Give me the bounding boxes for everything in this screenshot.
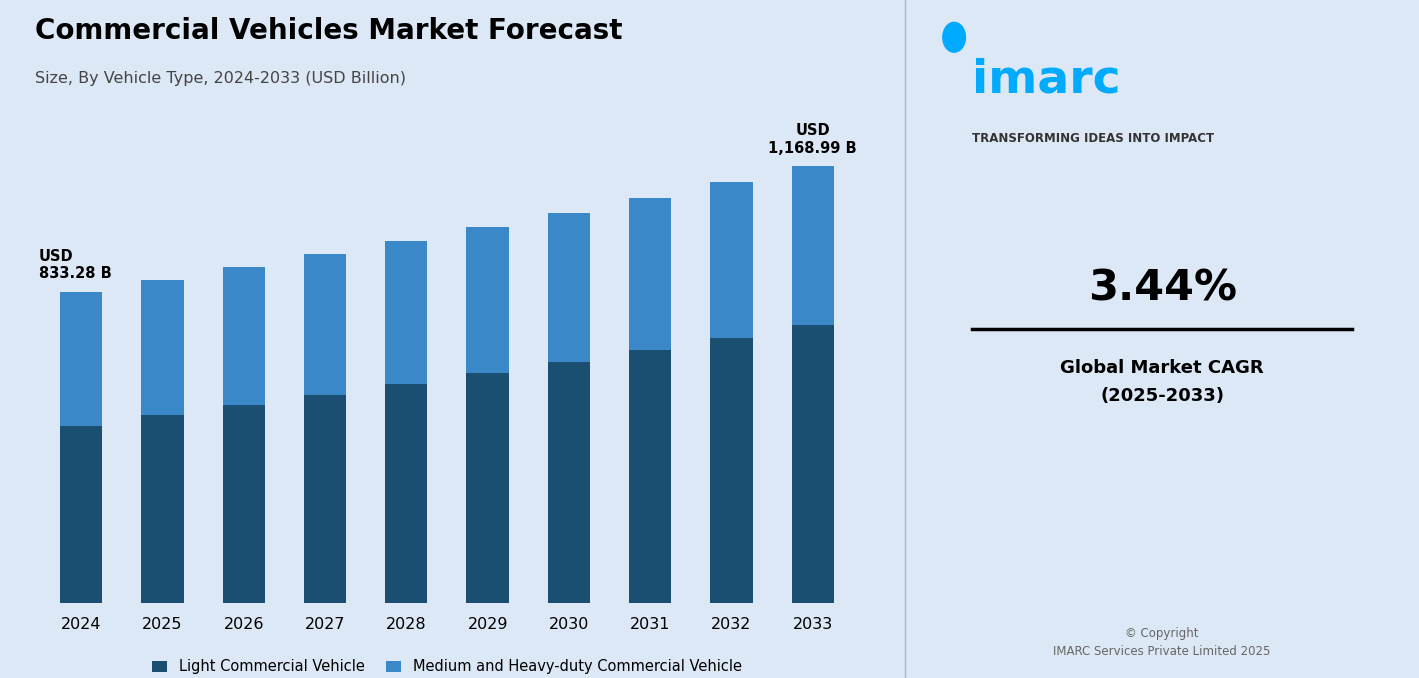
Text: Commercial Vehicles Market Forecast: Commercial Vehicles Market Forecast	[35, 17, 623, 45]
Bar	[467, 227, 509, 373]
Bar	[142, 280, 183, 415]
Legend: Light Commercial Vehicle, Medium and Heavy-duty Commercial Vehicle: Light Commercial Vehicle, Medium and Hea…	[146, 654, 748, 678]
Point	[964, 325, 981, 333]
Bar	[142, 415, 183, 603]
Text: USD
833.28 B: USD 833.28 B	[38, 249, 112, 281]
Circle shape	[942, 22, 965, 52]
Bar	[711, 338, 752, 603]
Bar	[60, 426, 102, 603]
Text: © Copyright
IMARC Services Private Limited 2025: © Copyright IMARC Services Private Limit…	[1053, 626, 1271, 658]
Bar	[548, 362, 590, 603]
Text: TRANSFORMING IDEAS INTO IMPACT: TRANSFORMING IDEAS INTO IMPACT	[972, 132, 1215, 145]
Bar	[60, 292, 102, 426]
Text: imarc: imarc	[972, 58, 1121, 102]
Bar	[711, 182, 752, 338]
Bar	[467, 373, 509, 603]
Text: USD
1,168.99 B: USD 1,168.99 B	[769, 123, 857, 156]
Text: 3.44%: 3.44%	[1087, 267, 1237, 309]
Bar	[548, 213, 590, 362]
Bar	[304, 254, 346, 395]
Bar	[792, 166, 834, 325]
Bar	[629, 198, 671, 351]
Bar	[385, 384, 427, 603]
Bar	[629, 351, 671, 603]
Text: Size, By Vehicle Type, 2024-2033 (USD Billion): Size, By Vehicle Type, 2024-2033 (USD Bi…	[35, 71, 406, 86]
Bar	[385, 241, 427, 384]
Bar	[304, 395, 346, 603]
Text: Global Market CAGR
(2025-2033): Global Market CAGR (2025-2033)	[1060, 359, 1264, 405]
Bar	[792, 325, 834, 603]
Bar	[223, 267, 265, 405]
Bar	[223, 405, 265, 603]
Point	[1344, 325, 1361, 333]
